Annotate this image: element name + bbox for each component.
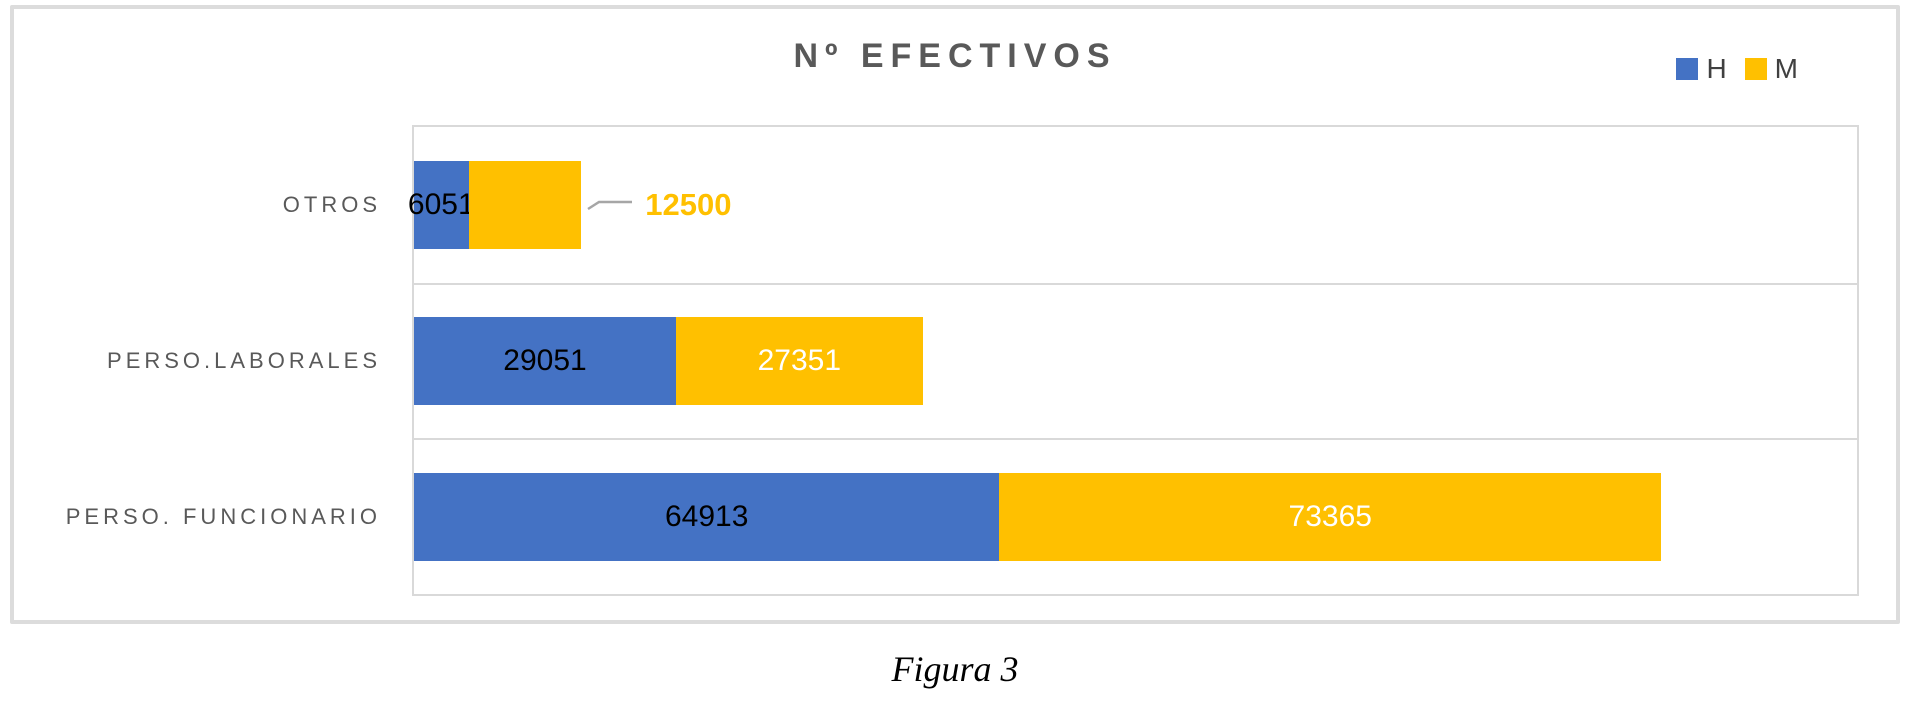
stacked-bar: 64913 73365 xyxy=(414,473,1857,562)
bar-segment-m: 73365 xyxy=(999,473,1662,562)
legend-label-m: M xyxy=(1774,53,1798,84)
bar-segment-m xyxy=(468,160,582,249)
value-label: 27351 xyxy=(757,344,842,378)
chart-title: Nº EFECTIVOS xyxy=(793,37,1117,75)
stacked-bar: 6051 12500 xyxy=(408,160,1857,249)
category-label: OTROS xyxy=(282,191,381,217)
legend-label-h: H xyxy=(1706,53,1727,84)
stacked-bar: 29051 27351 xyxy=(414,317,1857,406)
value-label: 64913 xyxy=(664,500,749,534)
plot-area: OTROS 6051 12500 PERSO.LABORALES 29051 27351 P… xyxy=(66,125,1859,596)
legend-item-m: M xyxy=(1744,53,1798,85)
bar-segment-h: 6051 xyxy=(408,160,475,249)
category-label: PERSO.LABORALES xyxy=(107,348,381,374)
value-label: 29051 xyxy=(503,344,587,378)
value-label-outside: 12500 xyxy=(645,186,732,222)
category-label: PERSO. FUNCIONARIO xyxy=(65,504,381,530)
leader-line xyxy=(587,200,633,210)
plot-row: PERSO.LABORALES 29051 27351 xyxy=(107,282,1857,439)
moved-data-label: 12500 xyxy=(587,161,732,249)
plot-row: OTROS 6051 12500 xyxy=(283,127,1857,283)
chart-card: Nº EFECTIVOS H M OTROS 6051 12500 PERSO.LAB… xyxy=(10,5,1900,624)
bar-segment-h: 29051 xyxy=(414,317,676,406)
bar-segment-h: 64913 xyxy=(414,473,1000,562)
legend-swatch-h xyxy=(1676,58,1699,80)
legend-swatch-m xyxy=(1744,58,1767,80)
plot-row: PERSO. FUNCIONARIO 64913 73365 xyxy=(66,438,1857,594)
legend: H M xyxy=(1676,53,1798,85)
value-label: 6051 xyxy=(407,187,475,221)
legend-item-h: H xyxy=(1676,53,1727,85)
figure-caption: Figura 3 xyxy=(891,649,1019,689)
value-label: 73365 xyxy=(1288,500,1372,534)
bar-segment-m: 27351 xyxy=(676,317,923,406)
